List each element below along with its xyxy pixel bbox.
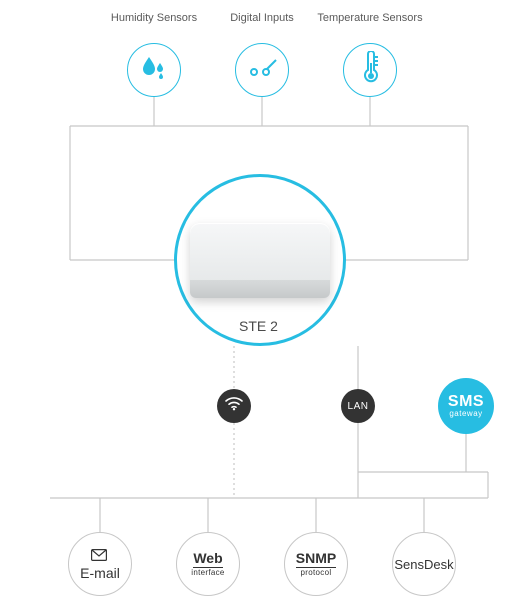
node-sms-gateway: SMS gateway [438, 378, 494, 434]
label-web-sub: interface [191, 569, 224, 577]
label-sms-main: SMS [448, 394, 484, 410]
sensor-digital-inputs [235, 43, 289, 97]
output-email: E-mail [68, 532, 132, 596]
label-lan: LAN [348, 401, 369, 412]
label-ste2: STE 2 [239, 318, 278, 334]
thermometer-icon [360, 51, 380, 90]
label-snmp-sub: protocol [296, 569, 336, 577]
sensor-humidity [127, 43, 181, 97]
diagram-canvas: Humidity Sensors Digital Inputs Temperat… [0, 0, 514, 600]
node-wifi [217, 389, 251, 423]
label-digital-inputs: Digital Inputs [202, 12, 322, 24]
label-email: E-mail [80, 565, 120, 581]
output-snmp: SNMP protocol [284, 532, 348, 596]
output-web: Web interface [176, 532, 240, 596]
sensor-temperature [343, 43, 397, 97]
email-icon [91, 547, 107, 565]
digital-inputs-icon [246, 56, 278, 85]
output-sensdesk: SensDesk [392, 532, 456, 596]
wifi-icon [225, 397, 243, 416]
node-lan: LAN [341, 389, 375, 423]
label-temperature: Temperature Sensors [310, 12, 430, 24]
label-sms-sub: gateway [448, 410, 484, 418]
label-web-main: Web [193, 551, 222, 568]
label-sensdesk: SensDesk [394, 557, 453, 572]
device-ste2 [190, 223, 330, 298]
label-humidity: Humidity Sensors [94, 12, 214, 24]
label-snmp-main: SNMP [296, 551, 336, 568]
humidity-icon [139, 53, 169, 88]
